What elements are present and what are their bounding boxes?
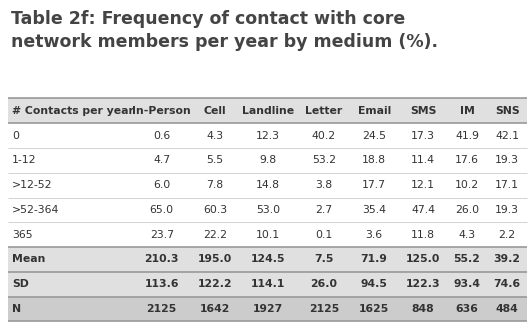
Text: 3.6: 3.6 xyxy=(366,230,383,240)
Text: 53.2: 53.2 xyxy=(312,155,336,165)
Text: 35.4: 35.4 xyxy=(362,205,386,215)
Text: 3.8: 3.8 xyxy=(315,180,332,190)
Text: 26.0: 26.0 xyxy=(455,205,479,215)
Text: # Contacts per year: # Contacts per year xyxy=(12,106,134,116)
Text: Email: Email xyxy=(358,106,391,116)
Bar xyxy=(8,197,527,222)
Text: 18.8: 18.8 xyxy=(362,155,386,165)
Text: In-Person: In-Person xyxy=(132,106,191,116)
Text: 26.0: 26.0 xyxy=(311,279,337,289)
Text: 40.2: 40.2 xyxy=(312,131,336,141)
Text: 365: 365 xyxy=(12,230,33,240)
Bar xyxy=(8,247,527,272)
Text: 4.3: 4.3 xyxy=(458,230,475,240)
Text: Landline: Landline xyxy=(242,106,294,116)
Text: 24.5: 24.5 xyxy=(362,131,386,141)
Text: SMS: SMS xyxy=(410,106,436,116)
Bar xyxy=(8,98,527,123)
Text: 53.0: 53.0 xyxy=(256,205,280,215)
Bar xyxy=(8,173,527,197)
Text: 17.1: 17.1 xyxy=(495,180,519,190)
Bar xyxy=(8,148,527,173)
Text: 6.0: 6.0 xyxy=(153,180,170,190)
Bar xyxy=(8,222,527,247)
Text: 71.9: 71.9 xyxy=(361,255,387,264)
Text: 1642: 1642 xyxy=(200,304,230,314)
Text: 17.6: 17.6 xyxy=(455,155,479,165)
Text: 124.5: 124.5 xyxy=(251,255,285,264)
Text: 122.3: 122.3 xyxy=(406,279,440,289)
Text: 47.4: 47.4 xyxy=(411,205,435,215)
Text: 636: 636 xyxy=(455,304,479,314)
Text: 114.1: 114.1 xyxy=(251,279,285,289)
Text: SNS: SNS xyxy=(495,106,519,116)
Text: 113.6: 113.6 xyxy=(145,279,179,289)
Text: 23.7: 23.7 xyxy=(149,230,174,240)
Text: 41.9: 41.9 xyxy=(455,131,479,141)
Text: 65.0: 65.0 xyxy=(149,205,174,215)
Text: 125.0: 125.0 xyxy=(406,255,440,264)
Text: 93.4: 93.4 xyxy=(454,279,481,289)
Text: 17.3: 17.3 xyxy=(411,131,435,141)
Text: 210.3: 210.3 xyxy=(145,255,179,264)
Text: 7.5: 7.5 xyxy=(314,255,333,264)
Text: 0.6: 0.6 xyxy=(153,131,170,141)
Bar xyxy=(8,297,527,321)
Text: Cell: Cell xyxy=(204,106,226,116)
Text: 14.8: 14.8 xyxy=(256,180,280,190)
Text: 22.2: 22.2 xyxy=(203,230,227,240)
Text: 122.2: 122.2 xyxy=(198,279,232,289)
Text: Letter: Letter xyxy=(305,106,342,116)
Text: 1-12: 1-12 xyxy=(12,155,37,165)
Text: 9.8: 9.8 xyxy=(259,155,277,165)
Text: >12-52: >12-52 xyxy=(12,180,52,190)
Bar xyxy=(8,272,527,297)
Text: 39.2: 39.2 xyxy=(494,255,520,264)
Text: 195.0: 195.0 xyxy=(198,255,232,264)
Text: N: N xyxy=(12,304,21,314)
Text: 1625: 1625 xyxy=(359,304,389,314)
Text: 7.8: 7.8 xyxy=(206,180,223,190)
Text: 1927: 1927 xyxy=(253,304,283,314)
Text: IM: IM xyxy=(460,106,474,116)
Text: 2.2: 2.2 xyxy=(499,230,516,240)
Text: Table 2f: Frequency of contact with core
network members per year by medium (%).: Table 2f: Frequency of contact with core… xyxy=(11,10,438,51)
Text: 10.2: 10.2 xyxy=(455,180,479,190)
Text: SD: SD xyxy=(12,279,29,289)
Text: 55.2: 55.2 xyxy=(454,255,480,264)
Bar xyxy=(8,123,527,148)
Text: 19.3: 19.3 xyxy=(495,155,519,165)
Text: 42.1: 42.1 xyxy=(495,131,519,141)
Text: 10.1: 10.1 xyxy=(256,230,280,240)
Text: 74.6: 74.6 xyxy=(493,279,521,289)
Text: 4.3: 4.3 xyxy=(206,131,223,141)
Text: 4.7: 4.7 xyxy=(153,155,170,165)
Text: Mean: Mean xyxy=(12,255,46,264)
Text: 94.5: 94.5 xyxy=(361,279,387,289)
Text: 60.3: 60.3 xyxy=(203,205,227,215)
Text: 0.1: 0.1 xyxy=(315,230,332,240)
Text: 12.1: 12.1 xyxy=(411,180,435,190)
Text: 2125: 2125 xyxy=(147,304,177,314)
Text: 2125: 2125 xyxy=(308,304,339,314)
Text: 17.7: 17.7 xyxy=(362,180,386,190)
Text: 484: 484 xyxy=(496,304,518,314)
Text: >52-364: >52-364 xyxy=(12,205,59,215)
Text: 19.3: 19.3 xyxy=(495,205,519,215)
Text: 12.3: 12.3 xyxy=(256,131,280,141)
Text: 848: 848 xyxy=(412,304,435,314)
Text: 5.5: 5.5 xyxy=(206,155,223,165)
Text: 11.4: 11.4 xyxy=(411,155,435,165)
Text: 0: 0 xyxy=(12,131,19,141)
Text: 2.7: 2.7 xyxy=(315,205,332,215)
Text: 11.8: 11.8 xyxy=(411,230,435,240)
